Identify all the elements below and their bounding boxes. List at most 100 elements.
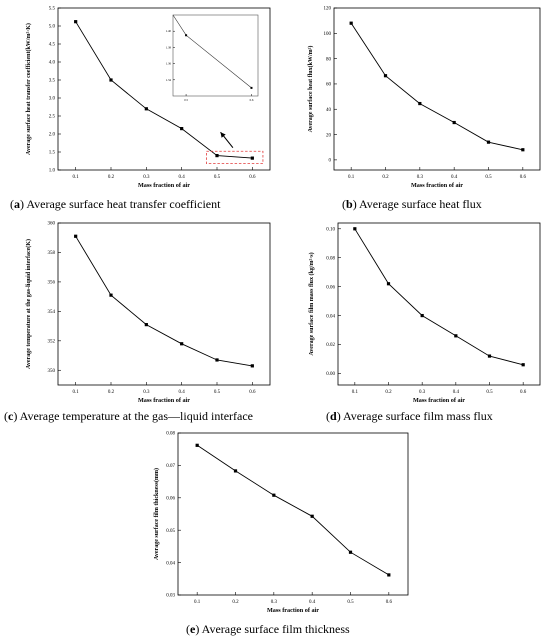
chart-d-svg: 0.1 0.2 0.3 0.4 0.5 0.6 0.00 0.02 0.04 0.06 0.08 0.… [308,222,541,404]
panel-a: 0.1 0.2 0.3 0.4 0.5 0.6 1.0 1.5 2.0 2.5 3.0 3.5 4.0 4… [0,0,290,190]
zoom-highlight-box [205,150,264,164]
x-tick-label: 0.6 [249,175,256,180]
data-point [233,469,238,473]
y-tick-label: 3.0 [49,97,56,102]
y-tick-label: 2.0 [49,133,56,138]
x-tick-label: 0.1 [348,175,355,180]
data-point [250,156,254,160]
series-line-b [350,22,523,151]
data-point [180,342,184,346]
y-tick-label: 1.0 [49,169,56,174]
x-axis-label: Mass fraction of air [138,397,190,404]
inset-y-tick-label: 1.40 [166,29,172,33]
x-tick-label: 0.5 [214,175,221,180]
x-tick-label: 0.1 [194,600,201,605]
data-point [215,358,219,362]
y-tick-label: 2.5 [49,115,56,120]
y-tick-label: 0.05 [166,529,175,534]
y-tick-label: 0.06 [166,497,175,502]
x-tick-label: 0.6 [520,390,527,395]
y-tick-label: 5.0 [49,25,56,30]
x-tick-label: 0.6 [386,600,393,605]
x-tick-label: 0.3 [271,600,278,605]
inset-data-point [185,34,188,37]
panel-e: 0.1 0.2 0.3 0.4 0.5 0.6 0.03 0.04 0.05 0.06 0.07 0.… [140,425,420,620]
inset-y-tick-label: 1.34 [166,78,172,82]
data-point [144,323,148,327]
x-axis-label: Mass fraction of air [267,607,319,614]
x-tick-label: 0.6 [249,390,256,395]
data-point [486,140,491,144]
chart-e-svg: 0.1 0.2 0.3 0.4 0.5 0.6 0.03 0.04 0.05 0.06 0.07 0.… [153,432,409,614]
x-tick-label: 0.5 [347,600,354,605]
caption-b: (b) Average surface heat flux [342,197,482,211]
y-axis-label: Average surface film thickness(mm) [153,468,160,560]
x-tick-label: 0.2 [108,390,115,395]
y-tick-label: 0.08 [326,256,335,261]
y-tick-label: 0.08 [166,432,175,437]
caption-e-text: Average surface film thickness [201,622,350,636]
y-tick-label: 0.02 [326,343,335,348]
y-axis-label: Average surface heat flux(kW/m²) [307,46,314,133]
x-tick-label: 0.4 [309,600,316,605]
y-tick-label: 0.10 [326,227,335,232]
caption-a-letter: a [14,197,20,211]
y-tick-label: 360 [48,222,56,227]
x-tick-label: 0.6 [520,175,527,180]
series-line-a [75,21,253,159]
zoom-arrow-head [220,132,226,138]
caption-b-letter: b [346,197,353,211]
x-axis-label: Mass fraction of air [413,397,465,404]
plot-frame-e [177,432,409,596]
data-point [109,293,113,297]
data-point [383,74,388,78]
y-tick-label: 100 [324,32,332,37]
caption-b-text: Average surface heat flux [359,197,482,211]
inset-y-tick-label: 1.38 [166,45,172,49]
y-tick-label: 1.5 [49,151,56,156]
inset-data-point [250,86,253,89]
data-point [521,363,525,367]
inset-x-tick-label: 0.6 [250,98,254,102]
plot-frame-c [57,222,271,386]
y-tick-label: 0.04 [326,314,335,319]
panel-c: 0.1 0.2 0.3 0.4 0.5 0.6 350 352 354 356 358 360 Mass… [0,215,290,405]
inset-x-tick-label: 0.5 [184,98,188,102]
x-tick-label: 0.5 [485,175,492,180]
caption-c-text: Average temperature at the gas—liquid in… [19,409,254,423]
y-tick-label: 60 [326,83,332,88]
data-point [387,573,391,577]
data-point [109,78,113,82]
data-point [487,354,492,358]
panel-b: 0.1 0.2 0.3 0.4 0.5 0.6 0 20 40 60 80 100 120 Mass fr… [300,0,550,190]
data-point [454,334,458,338]
y-tick-label: 358 [48,251,56,256]
data-point [215,154,219,158]
x-tick-label: 0.5 [486,390,493,395]
x-tick-label: 0.5 [214,390,221,395]
x-tick-label: 0.1 [352,390,359,395]
chart-a-svg: 0.1 0.2 0.3 0.4 0.5 0.6 1.0 1.5 2.0 2.5 3.0 3.5 4.0 4… [25,7,271,189]
inset-y-tick-label: 1.36 [166,62,172,66]
data-point [144,107,148,111]
x-tick-label: 0.2 [108,175,115,180]
y-tick-label: 0.00 [326,372,335,377]
y-tick-label: 350 [48,369,56,374]
series-line-c [75,236,253,367]
y-axis-label: Average surface heat transfer coefficien… [25,23,32,155]
caption-e: (e) Average surface film thickness [186,622,350,636]
x-tick-label: 0.4 [451,175,458,180]
y-tick-label: 5.5 [49,7,56,12]
caption-c-letter: c [8,409,14,423]
x-axis-label: Mass fraction of air [138,182,190,189]
x-tick-label: 0.4 [453,390,460,395]
x-tick-label: 0.2 [385,390,392,395]
chart-b-svg: 0.1 0.2 0.3 0.4 0.5 0.6 0 20 40 60 80 100 120 Mass fr… [307,7,541,189]
caption-c: (c) Average temperature at the gas—liqui… [4,409,254,423]
x-tick-label: 0.1 [73,390,80,395]
plot-frame-a [57,7,271,171]
x-tick-label: 0.4 [179,175,186,180]
data-point [74,20,78,24]
data-point [195,443,199,447]
data-point [348,550,353,554]
